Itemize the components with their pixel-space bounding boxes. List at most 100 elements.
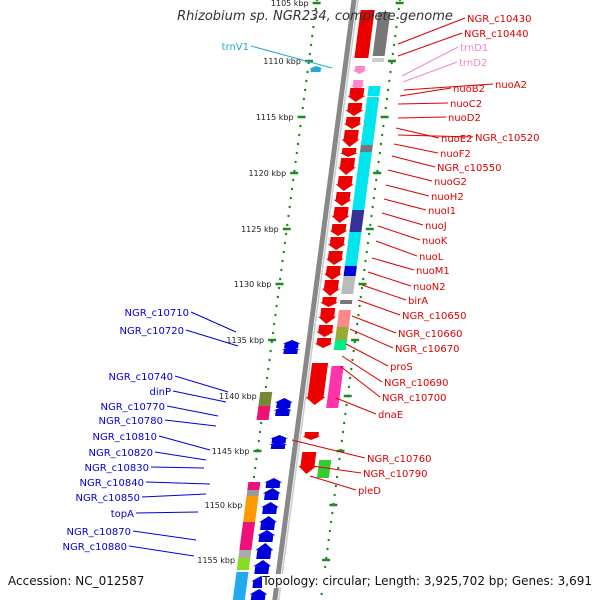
- gene-label-nuon2[interactable]: nuoN2: [413, 282, 446, 293]
- cds-segment[interactable]: [372, 12, 391, 56]
- gene-label-dinp[interactable]: dinP: [150, 387, 172, 398]
- gene-label-topa[interactable]: topA: [111, 509, 134, 520]
- gene-arrow[interactable]: [281, 346, 300, 354]
- gene-arrow[interactable]: [347, 88, 366, 102]
- cds-segment[interactable]: [238, 550, 252, 558]
- cds-segment[interactable]: [367, 86, 381, 96]
- cds-segment[interactable]: [352, 152, 372, 210]
- cds-segment[interactable]: [258, 392, 273, 406]
- gene-label-ngr_c10440[interactable]: NGR_c10440: [464, 29, 529, 40]
- gene-arrow[interactable]: [327, 237, 346, 250]
- gene-label-nuod2[interactable]: nuoD2: [448, 113, 481, 124]
- gene-arrow[interactable]: [325, 251, 344, 265]
- gene-arrow[interactable]: [259, 516, 278, 530]
- gene-label-ngr_c10520[interactable]: NGR_c10520: [475, 133, 540, 144]
- gene-label-ngr_c10770[interactable]: NGR_c10770: [101, 402, 166, 413]
- gene-label-ngr_c10670[interactable]: NGR_c10670: [395, 344, 460, 355]
- cds-segment[interactable]: [341, 276, 356, 294]
- gene-arrow[interactable]: [345, 103, 364, 116]
- cds-segment[interactable]: [247, 482, 261, 490]
- gene-label-ngr_c10840[interactable]: NGR_c10840: [80, 478, 145, 489]
- gene-label-pros[interactable]: proS: [390, 362, 413, 373]
- gene-label-ngr_c10810[interactable]: NGR_c10810: [93, 432, 158, 443]
- gene-arrow[interactable]: [321, 280, 340, 296]
- cds-segment[interactable]: [246, 490, 260, 496]
- gene-arrow[interactable]: [273, 406, 292, 416]
- gene-arrow[interactable]: [331, 207, 350, 223]
- cds-segment[interactable]: [344, 232, 362, 266]
- gene-label-ngr_c10870[interactable]: NGR_c10870: [67, 527, 132, 538]
- cds-segment[interactable]: [371, 58, 385, 62]
- gene-arrow[interactable]: [329, 224, 348, 236]
- gene-label-nuoc2[interactable]: nuoC2: [450, 99, 482, 110]
- cds-segment[interactable]: [335, 327, 349, 340]
- gene-arrow[interactable]: [274, 398, 293, 408]
- trna-gene[interactable]: [352, 66, 367, 74]
- gene-arrow[interactable]: [316, 325, 335, 337]
- cds-segment[interactable]: [343, 266, 357, 276]
- gene-label-ngr_c10830[interactable]: NGR_c10830: [85, 463, 150, 474]
- gene-label-ngr_c10710[interactable]: NGR_c10710: [125, 308, 190, 319]
- gene-label-nuoi1[interactable]: nuoI1: [428, 206, 456, 217]
- gene-label-nuoe2[interactable]: nuoE2: [441, 134, 472, 145]
- gene-arrow[interactable]: [257, 530, 276, 542]
- gene-label-nuob2[interactable]: nuoB2: [453, 84, 485, 95]
- gene-label-nuoj[interactable]: nuoJ: [425, 221, 447, 232]
- cds-segment[interactable]: [336, 310, 352, 327]
- gene-arrow[interactable]: [335, 176, 354, 191]
- cds-segment[interactable]: [349, 210, 365, 232]
- gene-label-ngr_c10650[interactable]: NGR_c10650: [402, 311, 467, 322]
- gene-arrow[interactable]: [320, 297, 339, 307]
- gene-label-ngr_c10700[interactable]: NGR_c10700: [382, 393, 447, 404]
- cds-segment[interactable]: [359, 145, 373, 152]
- cds-segment[interactable]: [333, 340, 348, 350]
- gene-label-nuom1[interactable]: nuoM1: [416, 266, 450, 277]
- gene-label-trnd1[interactable]: trnD1: [460, 43, 488, 54]
- gene-arrow[interactable]: [298, 452, 317, 474]
- gene-label-ngr_c10690[interactable]: NGR_c10690: [384, 378, 449, 389]
- cds-segment[interactable]: [256, 406, 271, 420]
- gene-label-ngr_c10760[interactable]: NGR_c10760: [367, 454, 432, 465]
- gene-arrow[interactable]: [282, 340, 301, 348]
- gene-label-trnd2[interactable]: trnD2: [459, 58, 487, 69]
- gene-arrow[interactable]: [261, 502, 280, 514]
- gene-arrow[interactable]: [318, 308, 337, 324]
- gene-label-ngr_c10550[interactable]: NGR_c10550: [437, 163, 502, 174]
- gene-label-bira[interactable]: birA: [408, 296, 428, 307]
- gene-arrow[interactable]: [341, 130, 360, 147]
- gene-label-trnv1[interactable]: trnV1: [222, 42, 249, 53]
- gene-arrow[interactable]: [253, 560, 272, 574]
- cds-segment[interactable]: [232, 572, 249, 600]
- cds-segment[interactable]: [339, 300, 353, 304]
- gene-label-ngr_c10720[interactable]: NGR_c10720: [120, 326, 185, 337]
- gene-label-ngr_c10820[interactable]: NGR_c10820: [89, 448, 154, 459]
- gene-label-nuok[interactable]: nuoK: [422, 236, 448, 247]
- gene-arrow[interactable]: [339, 148, 358, 157]
- trna-gene[interactable]: [308, 66, 323, 72]
- cds-segment[interactable]: [360, 97, 380, 145]
- gene-label-ngr_c10660[interactable]: NGR_c10660: [398, 329, 463, 340]
- gene-arrow[interactable]: [343, 117, 362, 129]
- gene-label-ngr_c10880[interactable]: NGR_c10880: [63, 542, 128, 553]
- gene-arrow[interactable]: [270, 435, 289, 443]
- gene-label-ngr_c10740[interactable]: NGR_c10740: [109, 372, 174, 383]
- gene-arrow[interactable]: [314, 338, 333, 348]
- gene-arrow[interactable]: [262, 488, 281, 500]
- gene-label-nuoh2[interactable]: nuoH2: [431, 192, 464, 203]
- gene-label-nuof2[interactable]: nuoF2: [440, 149, 471, 160]
- gene-arrow[interactable]: [255, 543, 274, 559]
- gene-arrow[interactable]: [323, 266, 342, 280]
- gene-label-nuol[interactable]: nuoL: [419, 252, 444, 263]
- trna-gene[interactable]: [350, 80, 365, 90]
- cds-segment[interactable]: [239, 522, 256, 550]
- cds-segment[interactable]: [243, 496, 259, 522]
- gene-arrow[interactable]: [305, 363, 329, 405]
- gene-label-dnae[interactable]: dnaE: [378, 410, 403, 421]
- gene-arrow[interactable]: [302, 432, 321, 440]
- gene-block[interactable]: [354, 10, 375, 58]
- gene-arrow[interactable]: [264, 478, 283, 488]
- gene-label-ngr_c10780[interactable]: NGR_c10780: [99, 416, 164, 427]
- gene-arrow[interactable]: [269, 441, 288, 449]
